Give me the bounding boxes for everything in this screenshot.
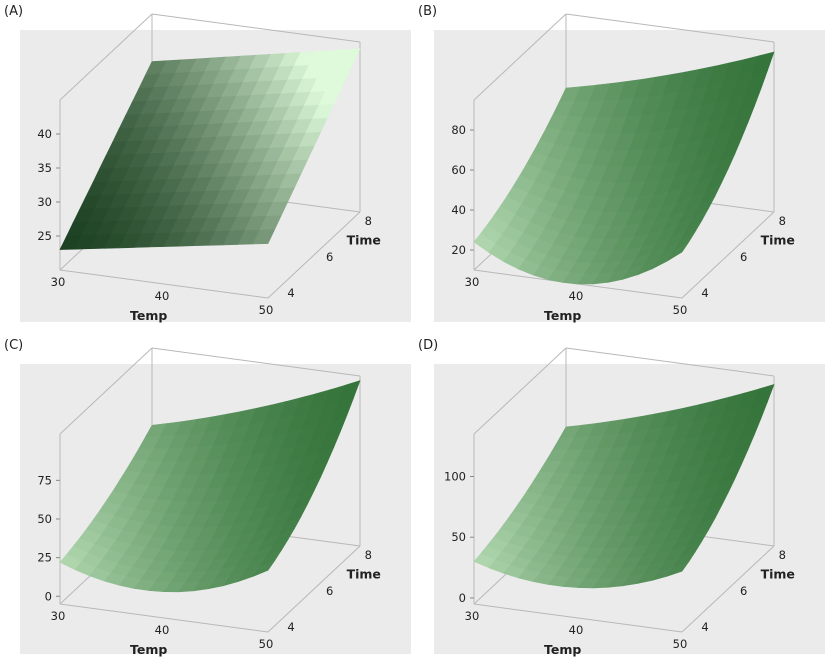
y-tick-label: 4 — [287, 620, 294, 634]
y-tick-label: 4 — [701, 286, 708, 300]
box-edge — [473, 13, 567, 101]
x-tick-label: 40 — [155, 623, 170, 637]
z-tick-label: 30 — [37, 195, 52, 209]
surface-plot-a: 25 30 35 40 30 40 50 4 6 8 Temp Time (A) — [0, 0, 413, 332]
x-tick-label: 50 — [259, 303, 274, 317]
surface-plot-a-svg: 25 30 35 40 30 40 50 4 6 8 Temp Time (A) — [4, 4, 411, 323]
y-tick-label: 8 — [365, 214, 372, 228]
box-edge — [681, 545, 775, 633]
box-edge — [267, 211, 361, 299]
y-tick-label: 6 — [326, 584, 333, 598]
panel-label: (D) — [418, 338, 438, 353]
z-tick-label: 20 — [451, 243, 466, 257]
panel-label: (B) — [418, 4, 437, 19]
surface-plot-d-svg: 0 50 100 30 40 50 4 6 8 Temp Time (D) — [418, 338, 825, 657]
box-edge — [267, 545, 361, 633]
box-edge — [151, 13, 361, 43]
response-surface — [59, 48, 361, 250]
y-axis-label: Time — [347, 567, 381, 582]
x-tick-label: 50 — [673, 637, 688, 651]
box-edge — [565, 13, 775, 43]
z-tick-label: 50 — [451, 530, 466, 544]
z-tick-label: 40 — [451, 203, 466, 217]
z-tick-label: 75 — [37, 473, 52, 487]
x-axis-label: Temp — [130, 642, 167, 657]
x-axis-label: Temp — [130, 308, 167, 323]
y-tick-label: 4 — [701, 620, 708, 634]
response-surface — [473, 384, 775, 589]
box-edge — [473, 347, 567, 435]
surface-plot-c: 0 25 50 75 30 40 50 4 6 8 Temp Time (C) — [0, 334, 413, 666]
y-tick-label: 4 — [287, 286, 294, 300]
y-tick-label: 6 — [326, 250, 333, 264]
x-tick-label: 30 — [465, 275, 480, 289]
x-axis-label: Temp — [544, 308, 581, 323]
surface-plot-c-svg: 0 25 50 75 30 40 50 4 6 8 Temp Time (C) — [4, 338, 411, 657]
z-tick-label: 40 — [37, 127, 52, 141]
z-tick-label: 100 — [444, 470, 466, 484]
x-axis-label: Temp — [544, 642, 581, 657]
box-edge — [59, 347, 153, 435]
x-tick-label: 40 — [155, 289, 170, 303]
y-tick-label: 8 — [779, 548, 786, 562]
box-edge — [565, 347, 775, 377]
y-axis-label: Time — [761, 567, 795, 582]
box-edge — [681, 211, 775, 299]
x-tick-label: 40 — [569, 623, 584, 637]
z-tick-label: 60 — [451, 163, 466, 177]
z-tick-label: 25 — [37, 551, 52, 565]
x-tick-label: 50 — [259, 637, 274, 651]
surface-plot-d: 0 50 100 30 40 50 4 6 8 Temp Time (D) — [414, 334, 827, 666]
box-edge — [59, 603, 269, 633]
x-tick-label: 30 — [51, 275, 66, 289]
y-tick-label: 8 — [779, 214, 786, 228]
response-surface — [473, 51, 775, 285]
y-tick-label: 6 — [740, 250, 747, 264]
z-tick-label: 0 — [45, 589, 52, 603]
response-surface — [59, 380, 361, 593]
x-tick-label: 40 — [569, 289, 584, 303]
surface-plot-b-svg: 20 40 60 80 30 40 50 4 6 8 Temp Time (B) — [418, 4, 825, 323]
y-axis-label: Time — [347, 233, 381, 248]
z-tick-label: 35 — [37, 161, 52, 175]
y-tick-label: 6 — [740, 584, 747, 598]
z-tick-label: 25 — [37, 229, 52, 243]
box-edge — [59, 13, 153, 101]
z-tick-label: 80 — [451, 123, 466, 137]
panel-label: (C) — [4, 338, 23, 353]
z-tick-label: 50 — [37, 512, 52, 526]
box-edge — [473, 603, 683, 633]
panel-label: (A) — [4, 4, 23, 19]
y-tick-label: 8 — [365, 548, 372, 562]
x-tick-label: 30 — [465, 609, 480, 623]
y-axis-label: Time — [761, 233, 795, 248]
x-tick-label: 50 — [673, 303, 688, 317]
z-tick-label: 0 — [459, 591, 466, 605]
box-edge — [59, 269, 269, 299]
surface-plot-b: 20 40 60 80 30 40 50 4 6 8 Temp Time (B) — [414, 0, 827, 332]
x-tick-label: 30 — [51, 609, 66, 623]
box-edge — [151, 347, 361, 377]
